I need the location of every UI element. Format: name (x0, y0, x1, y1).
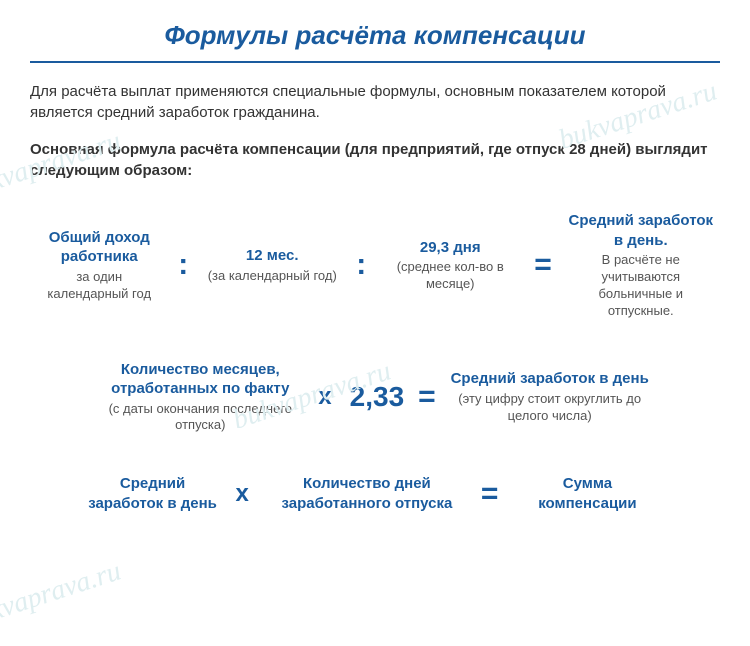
term-sub: (среднее кол-во в месяце) (380, 259, 520, 293)
watermark: bukvaprava.ru (0, 555, 125, 636)
formula1-term2: 12 мес. (за календарный год) (202, 246, 342, 284)
page-title: Формулы расчёта компенсации (30, 20, 720, 51)
term-main: Количество дней заработанного отпуска (267, 474, 467, 513)
operator-multiply: х (308, 383, 341, 411)
term-sub: В расчёте не учитываются больничные и от… (566, 252, 716, 320)
term-sub: (за календарный год) (208, 268, 337, 285)
operator-divide: : (172, 248, 194, 282)
formula2-term2: 2,33 (350, 380, 405, 414)
formula3-term2: Количество дней заработанного отпуска (267, 474, 467, 513)
term-main: Сумма компенсации (512, 474, 662, 513)
operator-equals: = (528, 248, 558, 282)
term-main: Количество месяцев, отработанных по факт… (100, 360, 300, 399)
operator-equals: = (412, 380, 442, 414)
operator-equals: = (475, 477, 505, 511)
term-sub: (эту цифру стоит округлить до целого чис… (450, 391, 650, 425)
formula3-term3: Сумма компенсации (512, 474, 662, 513)
operator-multiply: х (226, 480, 259, 508)
term-main: Общий доход работника (34, 228, 164, 267)
term-main: Средний заработок в день (451, 369, 649, 389)
term-sub: за один календарный год (34, 269, 164, 303)
formula1-term4: Средний заработок в день. В расчёте не у… (566, 211, 716, 320)
formula2-term3: Средний заработок в день (эту цифру стои… (450, 369, 650, 424)
formula-row-3: Средний заработок в день х Количество дн… (30, 474, 720, 513)
formula-row-2: Количество месяцев, отработанных по факт… (30, 360, 720, 435)
formula-row-1: Общий доход работника за один календарны… (30, 211, 720, 320)
operator-divide: : (350, 248, 372, 282)
title-underline (30, 61, 720, 63)
formula3-term1: Средний заработок в день (88, 474, 218, 513)
intro-text: Для расчёта выплат применяются специальн… (30, 81, 720, 123)
formula1-term1: Общий доход работника за один календарны… (34, 228, 164, 303)
term-main: 12 мес. (246, 246, 299, 266)
term-main: 29,3 дня (420, 238, 481, 258)
term-big: 2,33 (350, 380, 405, 414)
term-main: Средний заработок в день (88, 474, 218, 513)
term-main: Средний заработок в день. (566, 211, 716, 250)
subtitle-text: Основная формула расчёта компенсации (дл… (30, 139, 720, 181)
term-sub: (с даты окончания последнего отпуска) (100, 401, 300, 435)
formula1-term3: 29,3 дня (среднее кол-во в месяце) (380, 238, 520, 293)
formula2-term1: Количество месяцев, отработанных по факт… (100, 360, 300, 435)
